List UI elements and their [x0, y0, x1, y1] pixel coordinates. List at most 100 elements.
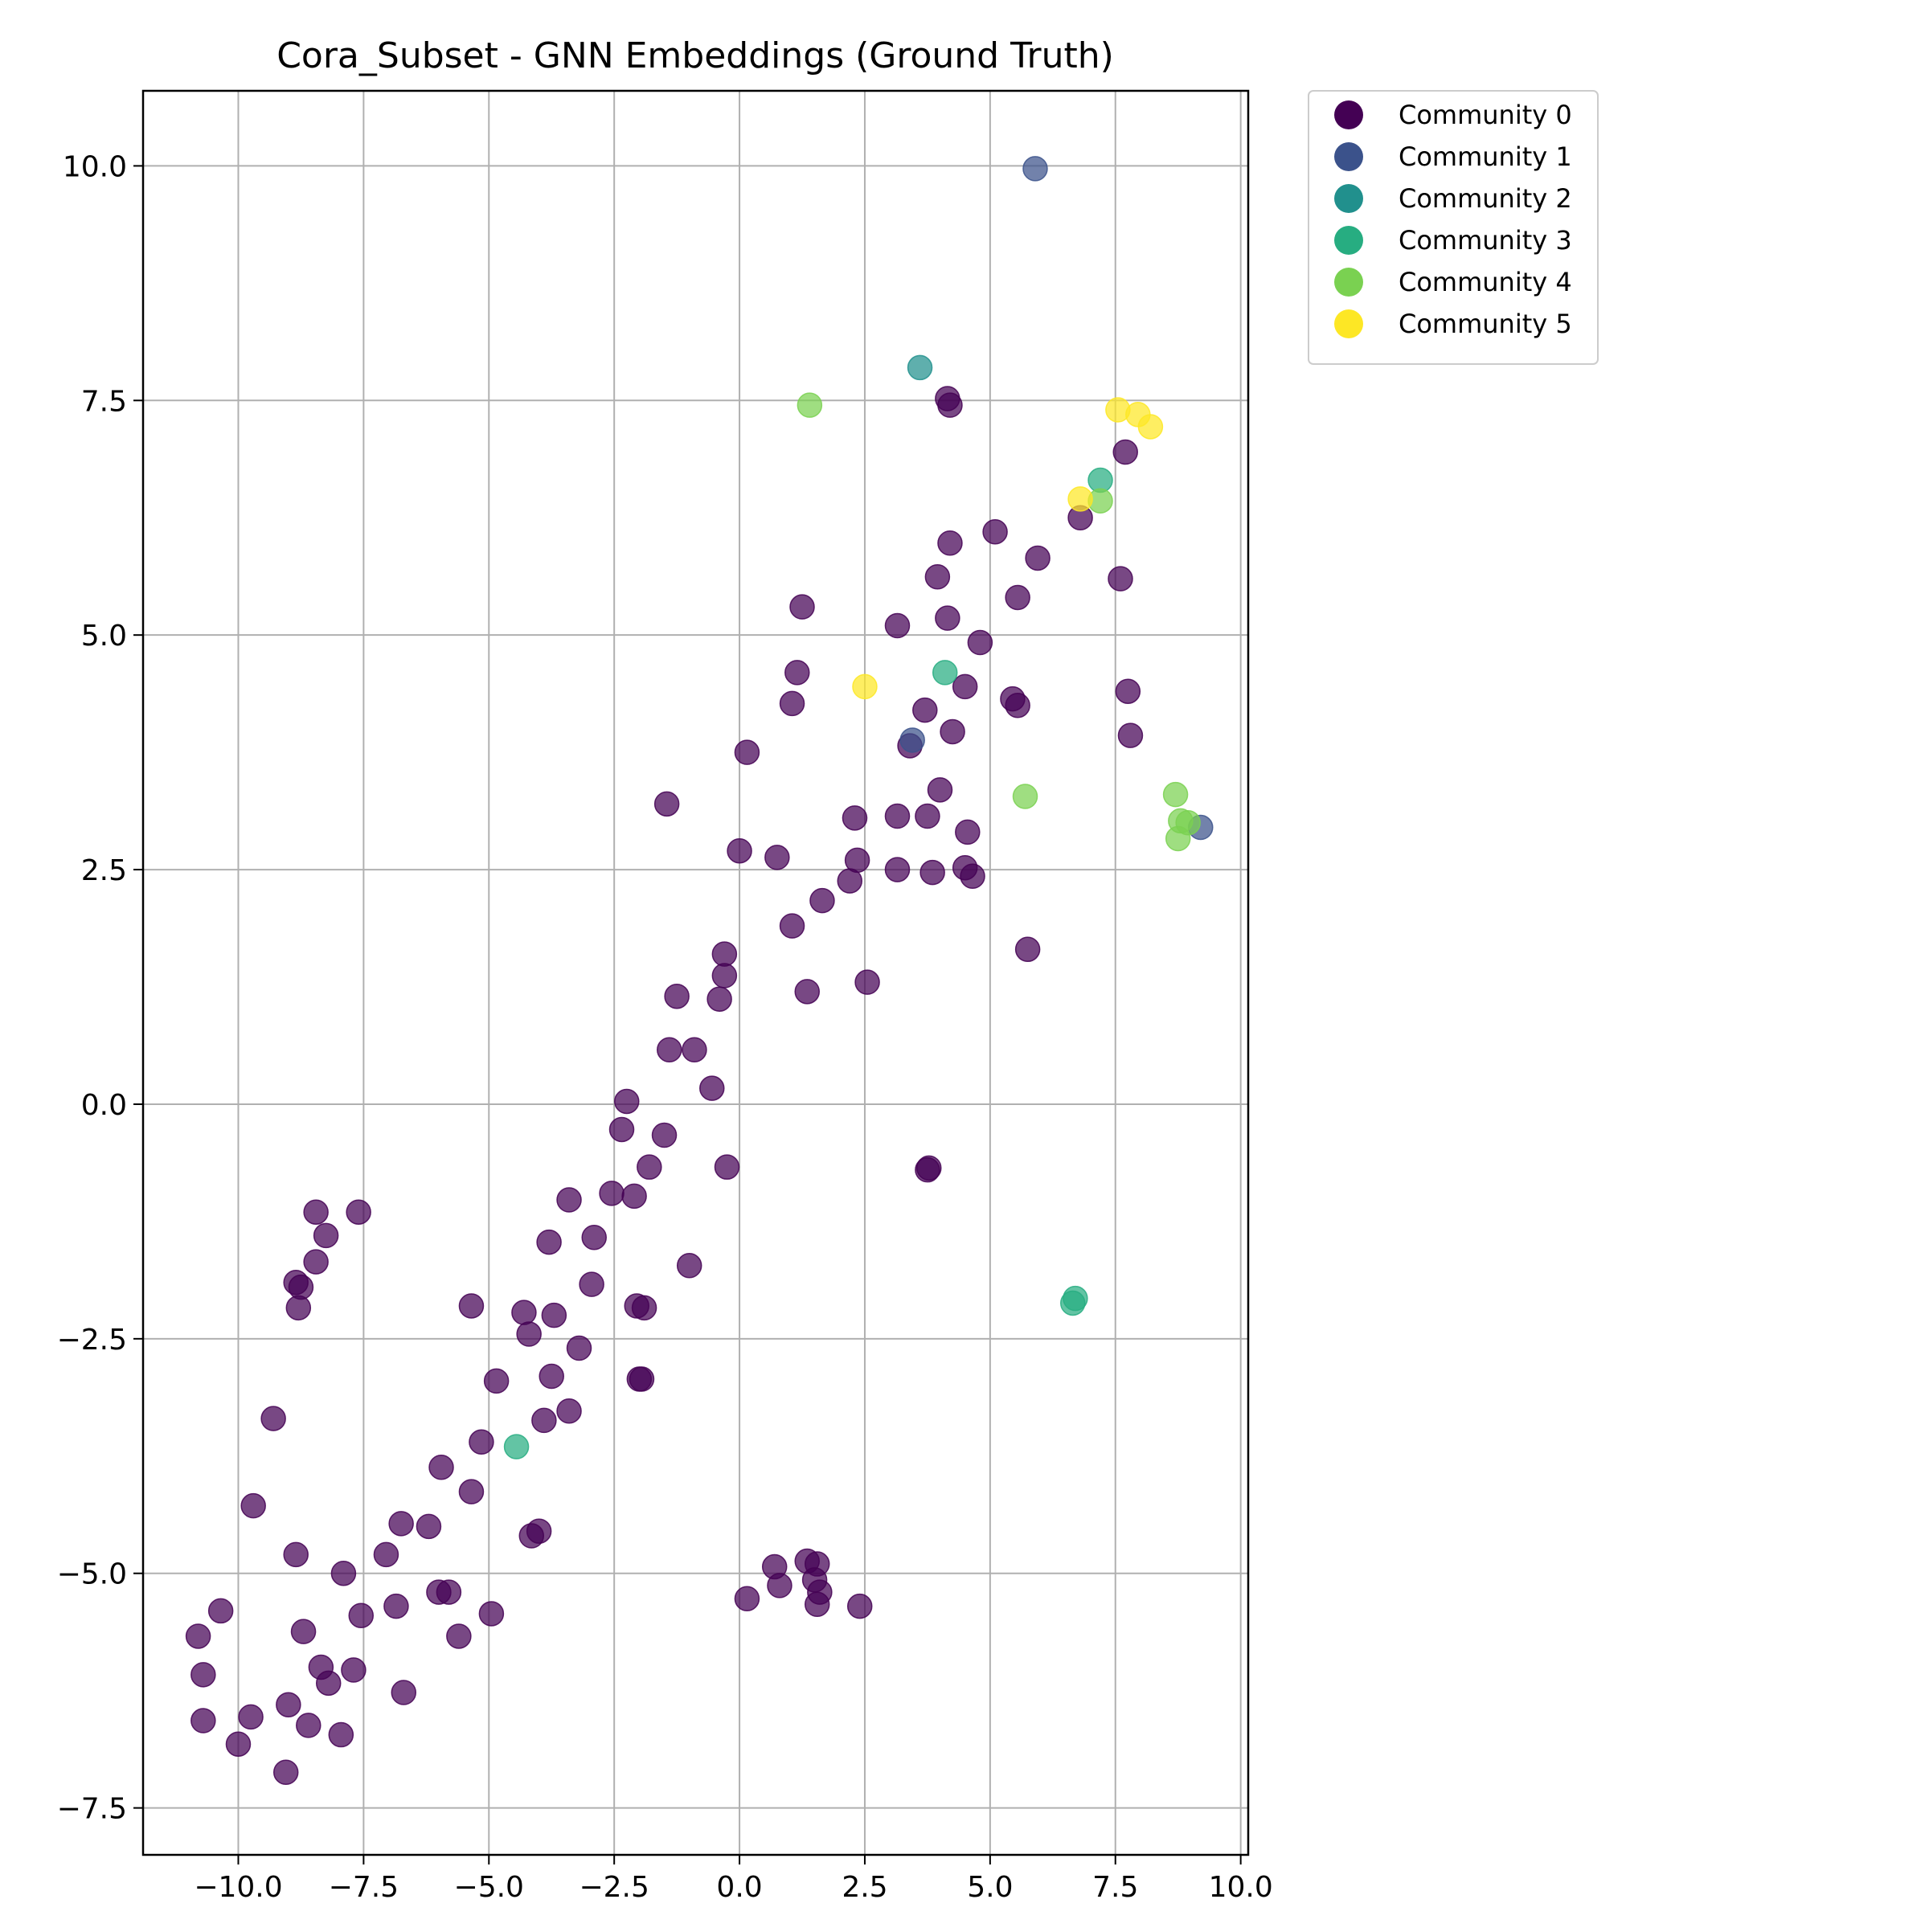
data-point — [1115, 678, 1141, 704]
y-axis: −7.5 −5.0 −2.5 0.0 2.5 5.0 7.5 10.0 — [57, 150, 143, 1826]
data-point — [608, 1116, 635, 1143]
data-point — [1005, 692, 1030, 718]
data-point — [341, 1657, 367, 1683]
y-tick-label: 7.5 — [81, 385, 127, 418]
legend-marker — [1334, 184, 1363, 213]
data-point — [912, 697, 938, 723]
legend-marker — [1334, 226, 1363, 255]
grid-lines — [143, 91, 1248, 1855]
data-point — [383, 1593, 409, 1619]
data-point — [809, 887, 835, 914]
series-community-4 — [797, 392, 1201, 852]
data-point — [982, 519, 1008, 545]
data-point — [1165, 825, 1191, 852]
data-point — [657, 1037, 682, 1062]
y-tick-label: 0.0 — [81, 1089, 127, 1122]
data-point — [283, 1541, 309, 1568]
data-point — [458, 1293, 485, 1319]
data-point — [637, 1154, 662, 1180]
data-point — [899, 727, 925, 753]
data-point — [566, 1335, 592, 1361]
legend-label: Community 5 — [1399, 309, 1572, 339]
data-point — [629, 1366, 655, 1392]
data-point — [797, 392, 823, 418]
data-point — [373, 1541, 399, 1568]
data-point — [190, 1708, 216, 1733]
data-point — [846, 1593, 873, 1619]
y-tick-label: 2.5 — [81, 854, 127, 887]
legend-label: Community 3 — [1399, 225, 1572, 256]
y-tick-label: 5.0 — [81, 620, 127, 653]
data-point — [952, 673, 978, 700]
series-community-0 — [185, 386, 1144, 1786]
data-point — [478, 1601, 505, 1627]
data-point — [937, 392, 963, 418]
data-point — [682, 1037, 707, 1062]
data-point — [315, 1670, 342, 1697]
legend-marker — [1334, 268, 1363, 297]
data-point — [1022, 156, 1048, 182]
data-point — [541, 1302, 567, 1328]
data-point — [842, 805, 868, 831]
data-point — [621, 1183, 647, 1210]
data-point — [1059, 1290, 1086, 1316]
x-tick-label: 5.0 — [967, 1871, 1013, 1904]
y-tick-label: −2.5 — [57, 1324, 127, 1357]
x-tick-label: −2.5 — [579, 1871, 649, 1904]
data-point — [190, 1662, 216, 1688]
data-point — [483, 1368, 510, 1394]
data-points — [185, 156, 1214, 1786]
legend-marker — [1334, 309, 1363, 338]
data-point — [784, 660, 810, 686]
legend-label: Community 4 — [1399, 267, 1572, 297]
data-point — [804, 1591, 830, 1618]
y-tick-label: −5.0 — [57, 1558, 127, 1591]
data-point — [328, 1721, 354, 1748]
data-point — [664, 983, 690, 1009]
legend: Community 0 Community 1 Community 2 Communi… — [1308, 90, 1599, 365]
legend-frame — [1308, 90, 1599, 365]
data-point — [907, 354, 933, 381]
x-tick-label: −10.0 — [194, 1871, 282, 1904]
x-tick-label: 0.0 — [716, 1871, 762, 1904]
data-point — [852, 673, 878, 700]
data-point — [884, 857, 911, 882]
data-point — [348, 1602, 375, 1629]
data-point — [518, 1523, 545, 1549]
data-point — [391, 1680, 417, 1705]
x-tick-label: 7.5 — [1092, 1871, 1138, 1904]
data-point — [764, 845, 790, 870]
data-point — [924, 564, 951, 590]
data-point — [699, 1075, 725, 1101]
data-point — [207, 1598, 234, 1624]
data-point — [1067, 486, 1093, 512]
data-point — [260, 1406, 286, 1431]
data-point — [446, 1623, 472, 1649]
data-point — [1108, 566, 1133, 591]
data-point — [927, 777, 953, 803]
data-point — [556, 1187, 582, 1213]
data-point — [285, 1295, 312, 1321]
legend-marker — [1334, 100, 1363, 129]
data-point — [458, 1479, 485, 1504]
data-point — [734, 739, 760, 765]
data-point — [967, 629, 993, 656]
data-point — [416, 1513, 442, 1540]
data-point — [313, 1222, 339, 1249]
data-point — [225, 1731, 252, 1757]
data-point — [935, 605, 960, 631]
data-point — [1112, 439, 1138, 465]
x-tick-label: 10.0 — [1209, 1871, 1273, 1904]
data-point — [599, 1181, 625, 1206]
data-point — [272, 1759, 299, 1786]
x-axis: −10.0 −7.5 −5.0 −2.5 0.0 2.5 5.0 7.5 10.0 — [194, 1855, 1273, 1904]
data-point — [428, 1455, 454, 1480]
data-point — [581, 1225, 607, 1250]
data-point — [651, 1122, 678, 1148]
data-point — [296, 1713, 322, 1738]
data-point — [932, 660, 958, 686]
data-point — [734, 1586, 760, 1612]
series-community-5 — [852, 397, 1164, 700]
data-point — [1012, 784, 1038, 809]
